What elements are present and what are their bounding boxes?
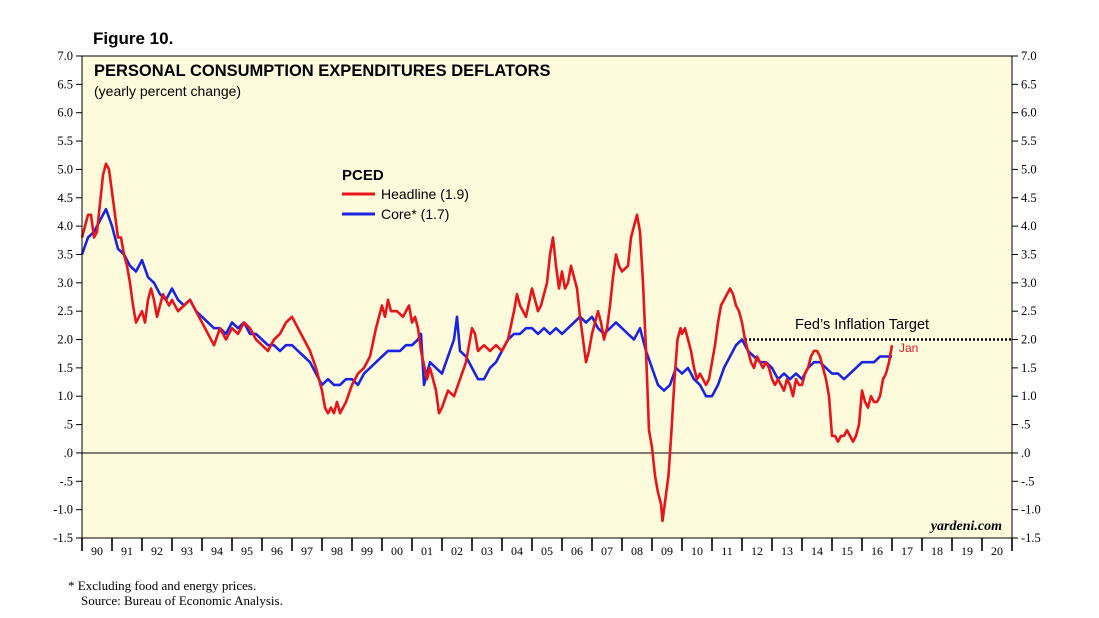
chart-title: PERSONAL CONSUMPTION EXPENDITURES DEFLAT… — [94, 62, 551, 80]
x-tick-label: 96 — [271, 544, 283, 558]
yardeni-brand: yardeni.com — [929, 519, 1002, 534]
x-tick-label: 91 — [121, 544, 133, 558]
x-tick-label: 15 — [841, 544, 853, 558]
y-tick-label-left: 6.0 — [57, 106, 73, 120]
x-tick-label: 18 — [931, 544, 943, 558]
y-tick-label-left: -.5 — [59, 474, 73, 488]
legend-label-core: Core* (1.7) — [381, 206, 449, 222]
y-tick-label-left: 5.0 — [57, 162, 73, 176]
y-tick-label-right: 5.5 — [1021, 134, 1037, 148]
x-tick-label: 04 — [511, 544, 523, 558]
x-axis: 90 91 92 93 94 95 96 97 98 99 00 01 02 03 04 05 06 07 08 09… — [81, 538, 1013, 558]
y-tick-label-left: 4.0 — [57, 219, 73, 233]
x-tick-label: 13 — [781, 544, 793, 558]
y-tick-label-left: 3.5 — [57, 247, 73, 261]
x-tick-label: 09 — [661, 544, 673, 558]
legend-label-headline: Headline (1.9) — [381, 186, 469, 202]
plot-frame — [81, 55, 1013, 539]
x-tick-label: 00 — [391, 544, 403, 558]
y-tick-label-left: 7.0 — [57, 49, 73, 63]
x-tick-label: 98 — [331, 544, 343, 558]
y-tick-label-left: 1.5 — [57, 361, 73, 375]
y-tick-label-left: .0 — [64, 446, 73, 460]
x-tick-label: 90 — [91, 544, 103, 558]
y-tick-label-right: 4.5 — [1021, 191, 1037, 205]
y-tick-label-right: .5 — [1021, 418, 1030, 432]
footnote-excluding: * Excluding food and energy prices. — [68, 578, 256, 593]
y-tick-label-left: .5 — [64, 418, 73, 432]
y-tick-label-right: 1.0 — [1021, 389, 1037, 403]
legend-title: PCED — [342, 167, 384, 184]
y-tick-label-right: -.5 — [1021, 474, 1035, 488]
y-tick-label-right: 1.5 — [1021, 361, 1037, 375]
x-tick-label: 95 — [241, 544, 253, 558]
figure-label: Figure 10. — [93, 29, 173, 48]
x-tick-label: 16 — [871, 544, 883, 558]
y-tick-label-left: 4.5 — [57, 191, 73, 205]
y-tick-label-left: 6.5 — [57, 77, 73, 91]
x-tick-label: 06 — [571, 544, 583, 558]
x-tick-label: 94 — [211, 544, 223, 558]
y-tick-label-right: 7.0 — [1021, 49, 1037, 63]
y-tick-label-right: 6.5 — [1021, 77, 1037, 91]
x-tick-label: 20 — [991, 544, 1003, 558]
chart-subtitle: (yearly percent change) — [94, 83, 241, 99]
y-tick-label-right: 2.0 — [1021, 333, 1037, 347]
footnote-source: Source: Bureau of Economic Analysis. — [81, 593, 283, 608]
y-tick-label-left: 1.0 — [57, 389, 73, 403]
x-tick-label: 14 — [811, 544, 823, 558]
fed-target-label: Fed’s Inflation Target — [795, 317, 929, 333]
x-tick-label: 19 — [961, 544, 973, 558]
y-tick-label-left: 5.5 — [57, 134, 73, 148]
x-tick-label: 05 — [541, 544, 553, 558]
x-tick-label: 10 — [691, 544, 703, 558]
y-tick-label-right: .0 — [1021, 446, 1030, 460]
x-tick-label: 11 — [721, 544, 733, 558]
y-tick-label-right: 2.5 — [1021, 304, 1037, 318]
x-tick-label: 07 — [601, 544, 613, 558]
y-tick-label-left: -1.5 — [53, 531, 73, 545]
x-tick-label: 92 — [151, 544, 163, 558]
y-axis-left: 7.0 6.5 6.0 5.5 5.0 4.5 4.0 3.5 3.0 2.5 2.0 1.5 1.0.… — [53, 49, 82, 545]
x-tick-label: 01 — [421, 544, 433, 558]
y-tick-label-left: 2.0 — [57, 333, 73, 347]
y-tick-label-left: 2.5 — [57, 304, 73, 318]
x-tick-label: 99 — [361, 544, 373, 558]
x-tick-label: 12 — [751, 544, 763, 558]
x-tick-label: 03 — [481, 544, 493, 558]
x-tick-label: 17 — [901, 544, 913, 558]
x-tick-label: 93 — [181, 544, 193, 558]
y-tick-label-right: -1.5 — [1021, 531, 1041, 545]
y-tick-label-right: 4.0 — [1021, 219, 1037, 233]
x-tick-label: 08 — [631, 544, 643, 558]
y-tick-label-right: -1.0 — [1021, 503, 1041, 517]
y-tick-label-right: 3.0 — [1021, 276, 1037, 290]
y-tick-label-right: 6.0 — [1021, 106, 1037, 120]
y-axis-right: 7.0 6.5 6.0 5.5 5.0 4.5 4.0 3.5 3.0 2.5 2.0 1.5 1.0.… — [1012, 49, 1041, 545]
x-tick-label: 97 — [301, 544, 313, 558]
x-tick-label: 02 — [451, 544, 463, 558]
y-tick-label-right: 5.0 — [1021, 162, 1037, 176]
y-tick-label-right: 3.5 — [1021, 247, 1037, 261]
y-tick-label-left: 3.0 — [57, 276, 73, 290]
series-line-headline — [80, 162, 894, 523]
end-annotation-jan: Jan — [899, 341, 918, 355]
plot-area — [82, 56, 1012, 538]
y-tick-label-left: -1.0 — [53, 503, 73, 517]
legend: PCED Headline (1.9) Core* (1.7) — [342, 167, 469, 222]
